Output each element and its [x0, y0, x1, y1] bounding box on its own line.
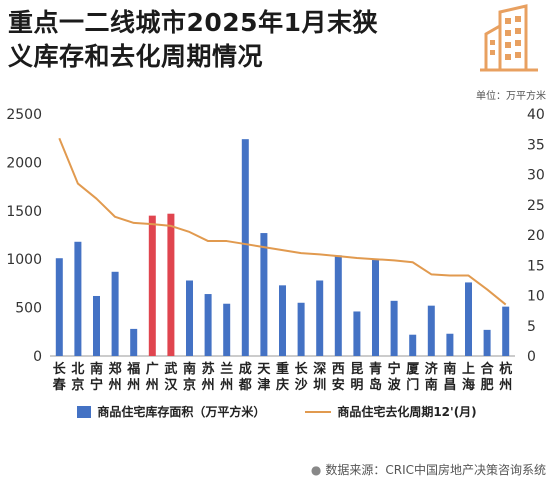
y-right-tick-label: 0 — [527, 349, 536, 365]
unit-label: 单位：万平方米 — [476, 91, 546, 102]
bar-北京 — [74, 241, 82, 356]
x-tick-label-苏州: 苏州 — [201, 361, 215, 393]
bar-杭州 — [502, 306, 510, 356]
x-tick-label-长春: 长春 — [52, 361, 67, 393]
bar-南昌 — [446, 333, 454, 356]
legend-label-cycle: 商品住宅去化周期12'(月) — [337, 405, 477, 419]
x-tick-label-福州: 福州 — [126, 361, 140, 393]
bar-昆明 — [353, 311, 361, 356]
x-tick-label-兰州: 兰州 — [219, 361, 233, 393]
y-right-tick-label: 30 — [527, 168, 545, 184]
bar-青岛 — [372, 259, 379, 356]
x-tick-label-深圳: 深圳 — [313, 361, 326, 393]
y-left-tick-label: 0 — [33, 349, 42, 365]
x-tick-label-天津: 天津 — [257, 362, 271, 393]
chart-canvas: 0 500 1000 1500 2000 2500 0 5 10 15 20 25 30 35 40 长春北京… — [6, 107, 545, 393]
building-logo-icon — [480, 4, 538, 72]
bar-厦门 — [409, 334, 417, 356]
x-tick-label-西安: 西安 — [332, 362, 345, 393]
bar-宁波 — [390, 300, 398, 356]
bar-济南 — [427, 305, 435, 356]
bar-长春 — [55, 258, 63, 356]
data-source-text: 数据来源：CRIC中国房地产决策咨询系统 — [325, 463, 546, 477]
y-right-tick-label: 10 — [527, 289, 545, 305]
x-tick-label-济南: 济南 — [425, 361, 439, 393]
x-tick-label-杭州: 杭州 — [498, 361, 512, 393]
bar-长沙 — [297, 302, 305, 356]
legend-label-inventory: 商品住宅库存面积（万平方米） — [97, 405, 266, 419]
y-right-tick-label: 25 — [527, 198, 545, 214]
x-tick-label-广州: 广州 — [145, 361, 159, 393]
x-tick-label-厦门: 厦门 — [406, 361, 420, 393]
bar-西安 — [334, 255, 342, 356]
x-tick-label-昆明: 昆明 — [350, 361, 363, 393]
y-right-tick-label: 35 — [527, 137, 545, 153]
y-left-tick-label: 2500 — [6, 107, 42, 123]
legend: 商品住宅库存面积（万平方米） 商品住宅去化周期12'(月) — [0, 403, 554, 420]
y-left-tick-label: 2000 — [6, 155, 42, 171]
bar-深圳 — [316, 280, 324, 356]
x-tick-label-重庆: 重庆 — [275, 361, 289, 393]
bar-苏州 — [204, 294, 212, 356]
x-tick-label-南宁: 南宁 — [90, 361, 103, 393]
bar-成都 — [241, 139, 249, 356]
bar-合肥 — [483, 329, 491, 356]
x-tick-label-上海: 上海 — [462, 362, 475, 393]
bar-武汉 — [167, 213, 175, 356]
x-tick-label-南昌: 南昌 — [443, 361, 456, 393]
legend-item-inventory: 商品住宅库存面积（万平方米） — [77, 403, 265, 420]
bar-天津 — [260, 233, 268, 356]
source-bullet-icon: ● — [310, 463, 322, 477]
data-source: ● 数据来源：CRIC中国房地产决策咨询系统 — [311, 461, 546, 478]
y-right-tick-label: 40 — [527, 107, 545, 123]
y-right-tick-label: 15 — [527, 258, 545, 274]
bar-南京 — [186, 280, 193, 356]
legend-bar-swatch — [77, 405, 92, 418]
bar-南宁 — [93, 295, 100, 356]
x-tick-label-合肥: 合肥 — [481, 361, 495, 393]
y-left-tick-label: 1000 — [6, 252, 42, 268]
bar-兰州 — [223, 303, 231, 356]
y-right-tick-label: 20 — [527, 228, 545, 244]
x-tick-label-宁波: 宁波 — [388, 361, 402, 393]
x-tick-label-长沙: 长沙 — [295, 361, 309, 393]
y-left-tick-label: 500 — [15, 301, 42, 317]
bar-重庆 — [279, 285, 286, 356]
x-tick-label-郑州: 郑州 — [108, 361, 122, 393]
x-tick-label-成都: 成都 — [238, 361, 252, 393]
x-tick-label-北京: 北京 — [71, 362, 84, 393]
y-right-tick-label: 5 — [527, 319, 536, 335]
bar-广州 — [148, 215, 156, 356]
x-tick-label-武汉: 武汉 — [164, 361, 178, 393]
x-tick-label-南京: 南京 — [183, 361, 196, 393]
bar-郑州 — [111, 271, 119, 356]
chart-title-line-2: 义库存和去化周期情况 — [8, 42, 264, 71]
bar-上海 — [465, 282, 472, 356]
legend-line-swatch — [305, 410, 332, 413]
legend-item-cycle: 商品住宅去化周期12'(月) — [305, 403, 477, 420]
x-tick-label-青岛: 青岛 — [369, 361, 382, 393]
y-left-tick-label: 1500 — [6, 204, 42, 220]
chart-title-line-1: 重点一二线城市2025年1月末狭 — [8, 8, 378, 37]
chart-title: 重点一二线城市2025年1月末狭 义库存和去化周期情况 — [8, 6, 378, 74]
bar-福州 — [130, 328, 138, 356]
cycle-line — [58, 137, 507, 306]
